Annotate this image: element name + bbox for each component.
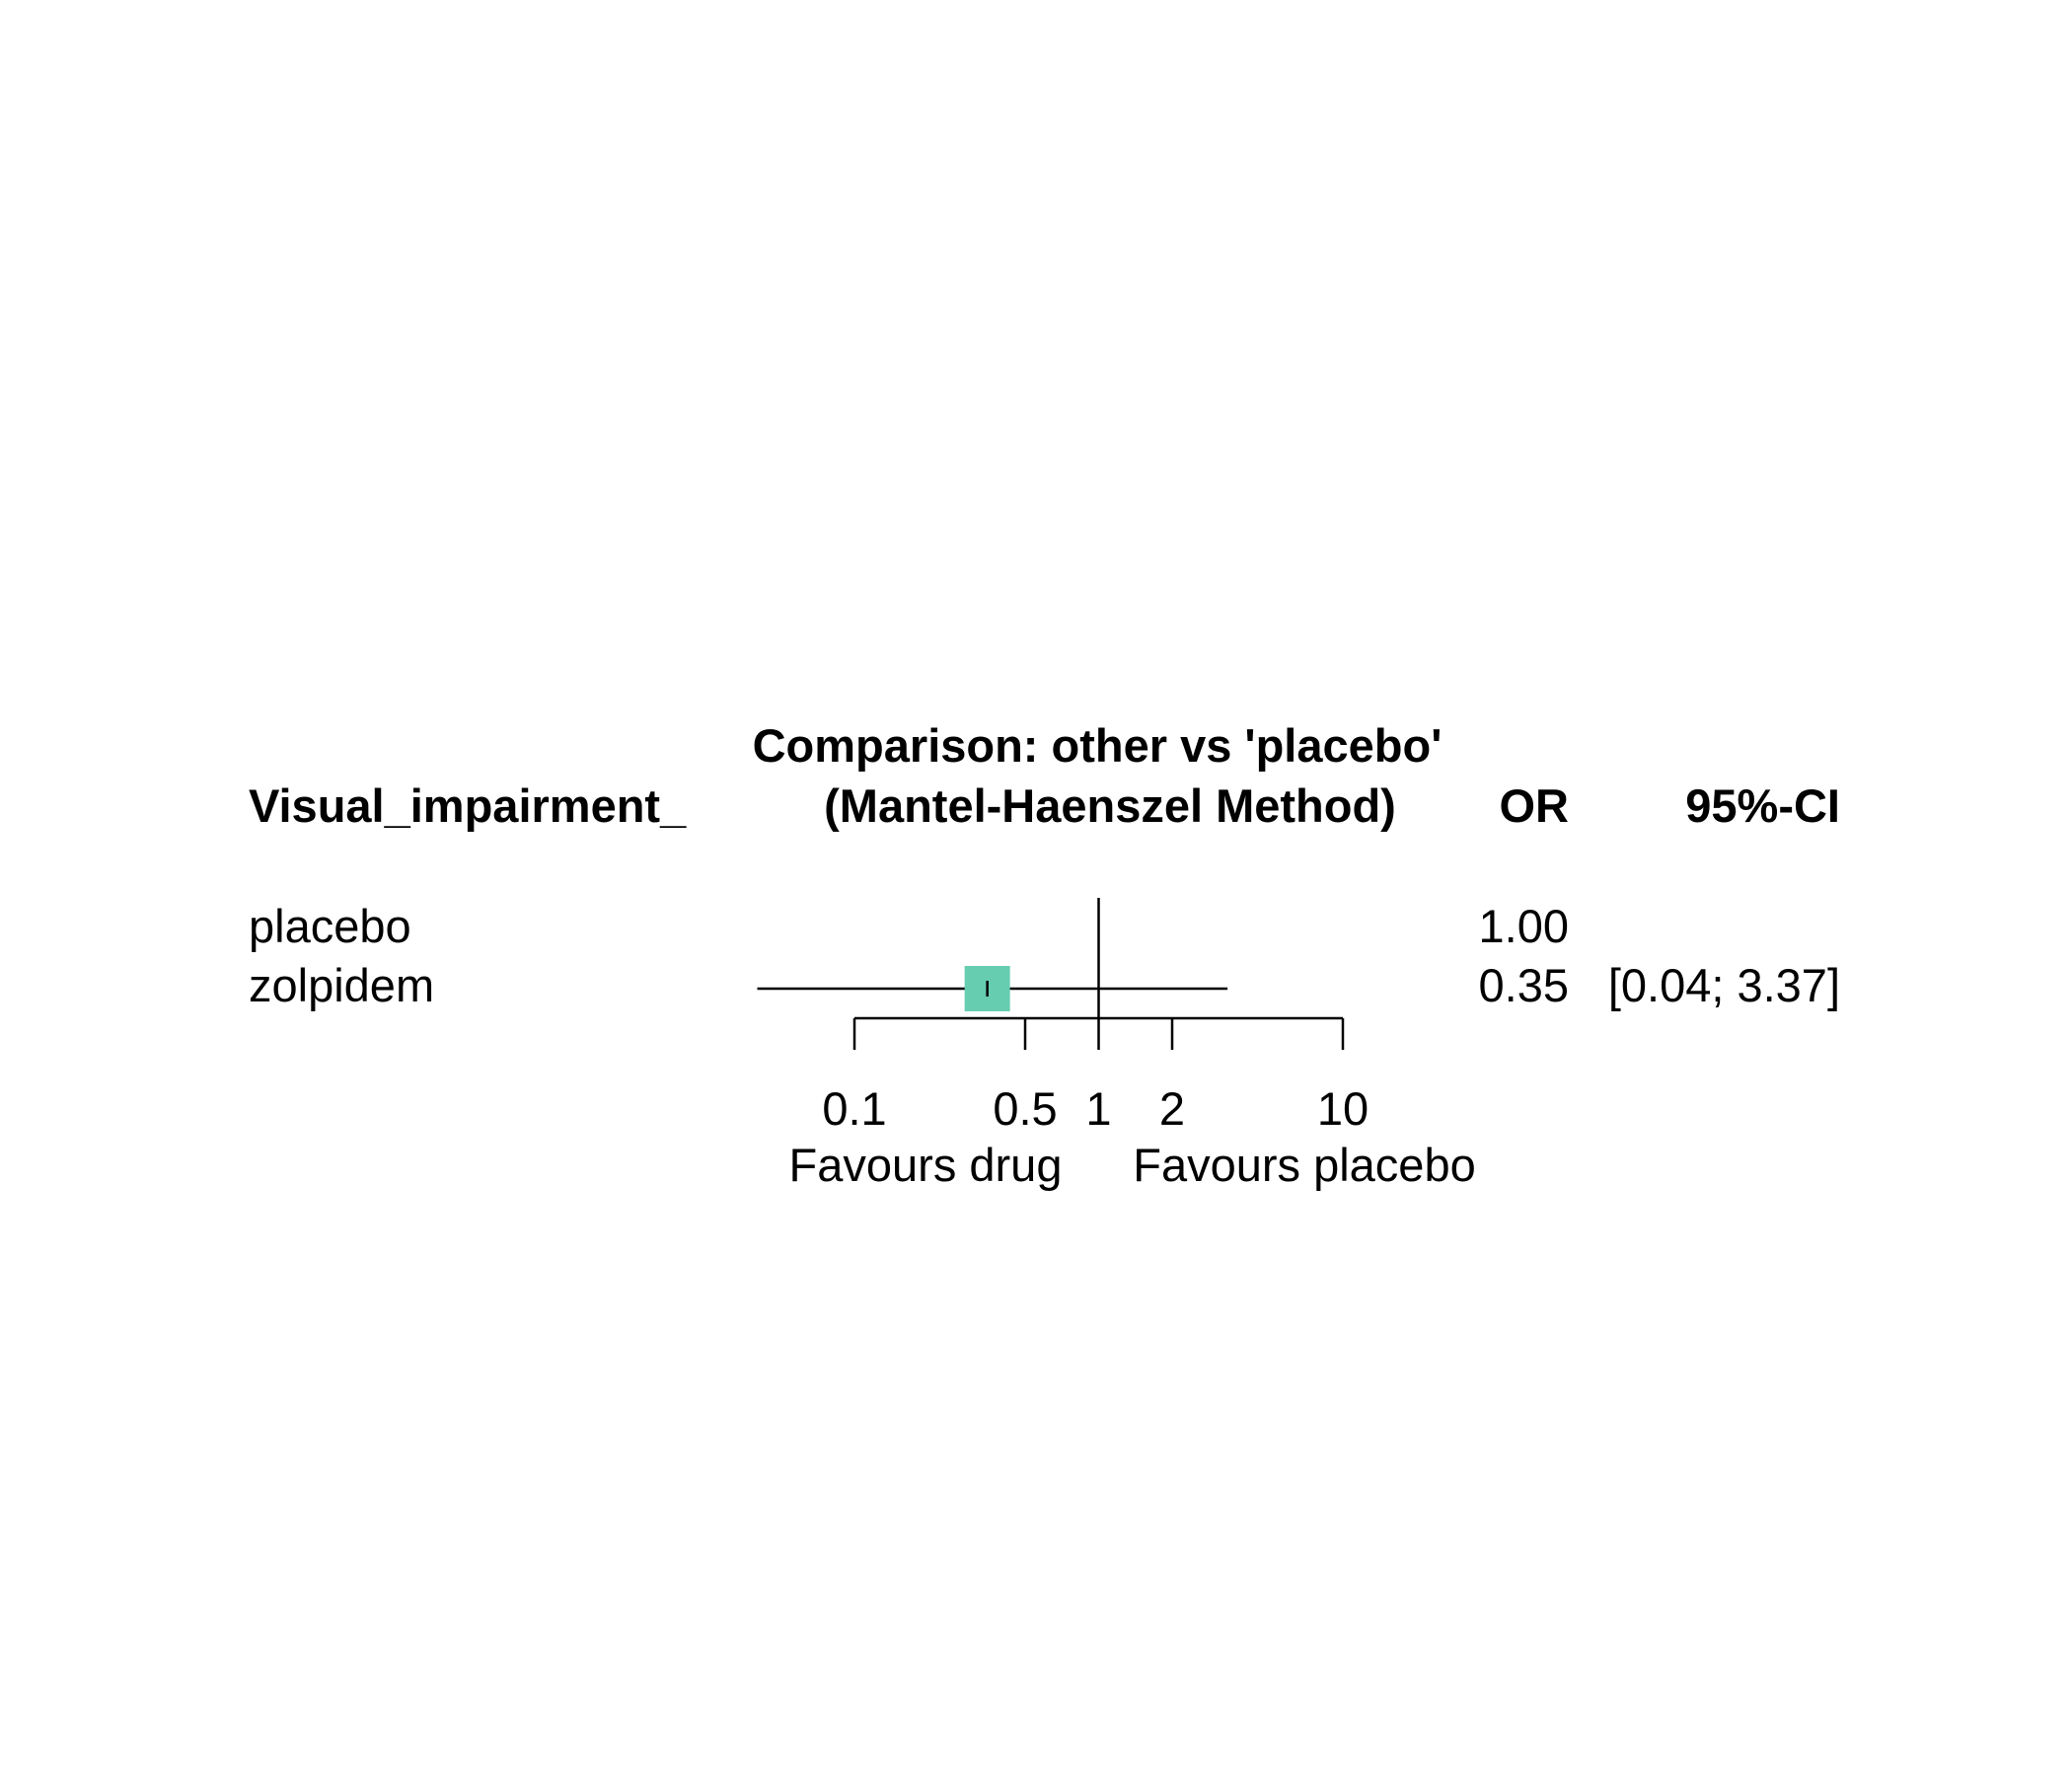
- x-tick-label-1: 0.5: [993, 1082, 1057, 1135]
- x-tick-label-3: 2: [1159, 1082, 1185, 1135]
- row-or-placebo: 1.00: [1479, 900, 1569, 952]
- row-or-zolpidem: 0.35: [1479, 959, 1569, 1011]
- x-tick-label-0: 0.1: [822, 1082, 886, 1135]
- favours-right-label: Favours placebo: [1133, 1139, 1475, 1191]
- ci-label: 95%-CI: [1685, 779, 1840, 832]
- row-label-zolpidem: zolpidem: [249, 959, 434, 1011]
- x-tick-label-4: 10: [1317, 1082, 1369, 1135]
- effect-label: OR: [1500, 779, 1570, 832]
- favours-left-label: Favours drug: [789, 1139, 1063, 1191]
- method-label: (Mantel-Haenszel Method): [824, 779, 1396, 832]
- column-label: Visual_impairment_: [249, 779, 687, 832]
- comparison-title: Comparison: other vs 'placebo': [753, 719, 1443, 772]
- x-tick-label-2: 1: [1085, 1082, 1111, 1135]
- row-ci-zolpidem: [0.04; 3.37]: [1608, 959, 1840, 1011]
- x-axis-ticks: 0.1 0.5 1 2 10: [822, 1018, 1369, 1135]
- row-label-placebo: placebo: [249, 900, 411, 952]
